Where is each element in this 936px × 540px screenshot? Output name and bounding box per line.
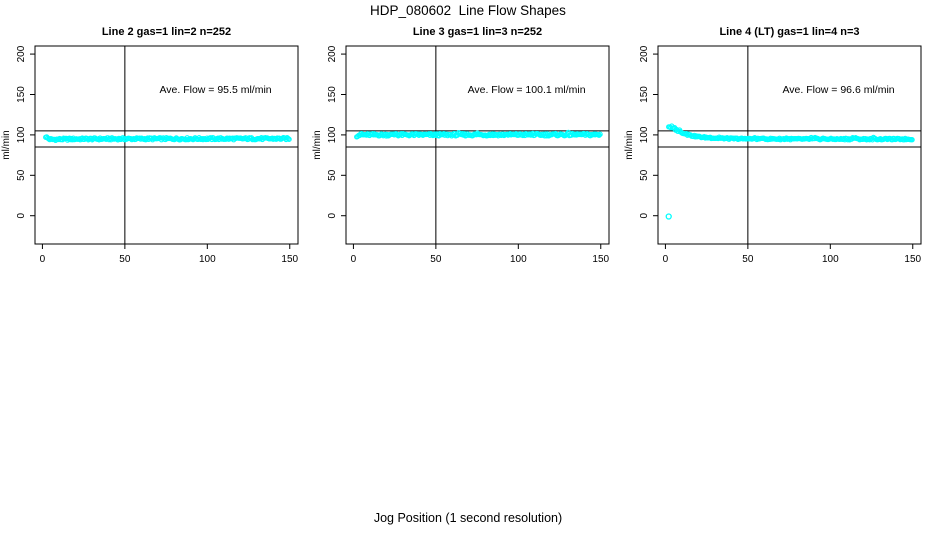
- data-points: [665, 123, 915, 220]
- x-tick-label: 0: [351, 254, 357, 265]
- y-axis-label: ml/min: [312, 130, 323, 159]
- x-tick-label: 150: [904, 254, 921, 265]
- y-tick-label: 50: [327, 169, 338, 181]
- data-points: [354, 129, 603, 140]
- y-tick-label: 50: [639, 169, 650, 181]
- y-tick-label: 200: [639, 45, 650, 62]
- y-axis-label: ml/min: [1, 130, 12, 159]
- y-tick-label: 0: [327, 212, 338, 218]
- y-tick-label: 200: [327, 45, 338, 62]
- y-tick-label: 100: [639, 126, 650, 143]
- y-tick-label: 150: [16, 86, 27, 103]
- y-tick-label: 100: [327, 126, 338, 143]
- plot-box: [657, 45, 922, 245]
- panel-title: Line 4 (LT) gas=1 lin=4 n=3: [719, 26, 859, 38]
- y-tick-label: 50: [16, 169, 27, 181]
- x-tick-label: 100: [510, 254, 527, 265]
- outlier-point: [665, 213, 672, 220]
- y-tick-label: 150: [639, 86, 650, 103]
- x-tick-label: 0: [663, 254, 669, 265]
- y-tick-label: 0: [16, 212, 27, 218]
- panel-1-chart: 0 50 100 150 0 50 100 150 200 ml/min Line 2 gas=1 …: [1, 26, 299, 265]
- ave-flow-annotation: Ave. Flow = 96.6 ml/min: [782, 84, 894, 96]
- panel-title: Line 2 gas=1 lin=2 n=252: [102, 26, 231, 38]
- main-title: HDP_080602 Line Flow Shapes: [370, 3, 566, 18]
- plot-box: [34, 45, 299, 245]
- ave-flow-annotation: Ave. Flow = 100.1 ml/min: [468, 84, 586, 96]
- x-tick-label: 100: [199, 254, 216, 265]
- panel-3-chart: 0 50 100 150 0 50 100 150 200 ml/min Line 4 (LT) g…: [624, 26, 922, 265]
- y-axis-label: ml/min: [624, 130, 635, 159]
- ave-flow-annotation: Ave. Flow = 95.5 ml/min: [159, 84, 271, 96]
- x-tick-label: 50: [742, 254, 754, 265]
- panel-title: Line 3 gas=1 lin=3 n=252: [413, 26, 542, 38]
- x-tick-label: 100: [822, 254, 839, 265]
- y-tick-label: 0: [639, 212, 650, 218]
- x-axis-label: Jog Position (1 second resolution): [373, 511, 563, 525]
- plot-box: [345, 45, 610, 245]
- data-points: [43, 134, 292, 144]
- y-tick-label: 150: [327, 86, 338, 103]
- x-tick-label: 0: [40, 254, 46, 265]
- x-tick-label: 50: [119, 254, 131, 265]
- x-tick-label: 50: [430, 254, 442, 265]
- x-tick-label: 150: [281, 254, 298, 265]
- y-tick-label: 100: [16, 126, 27, 143]
- x-tick-label: 150: [592, 254, 609, 265]
- panel-2-chart: 0 50 100 150 0 50 100 150 200 ml/min Line 3 gas=1 …: [312, 26, 610, 265]
- y-tick-label: 200: [16, 45, 27, 62]
